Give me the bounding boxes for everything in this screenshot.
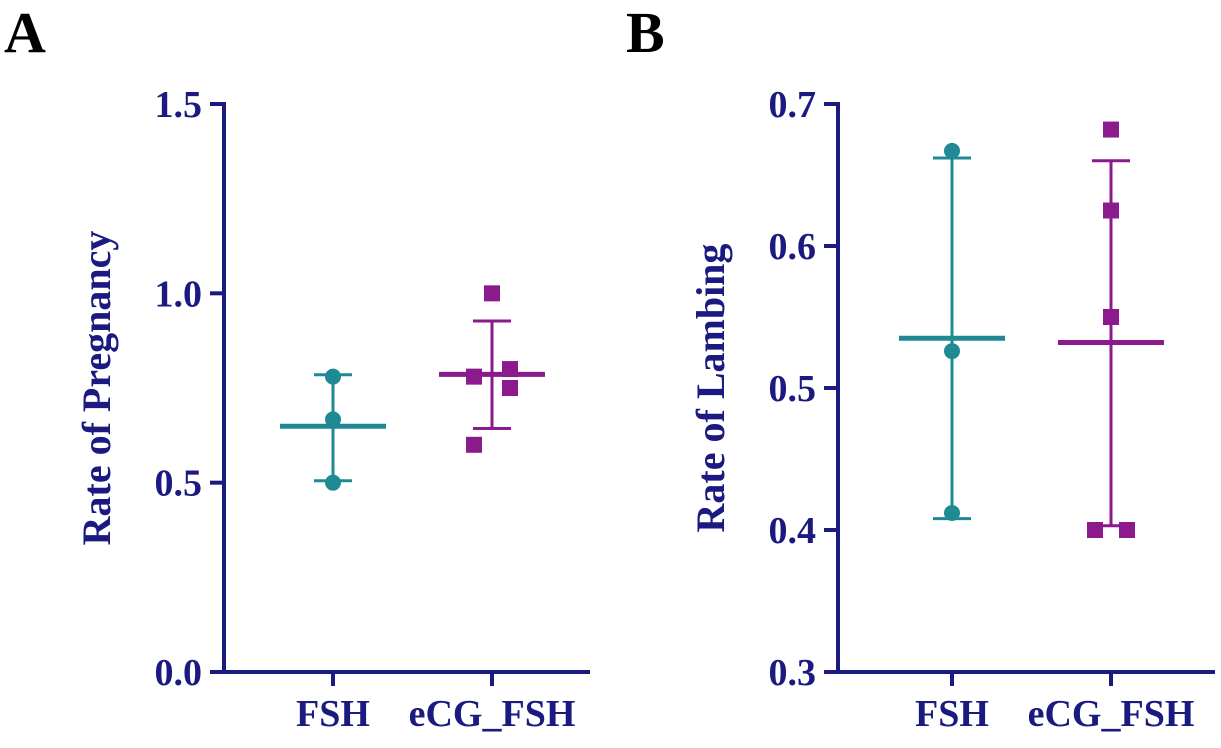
series-eCG_FSH — [439, 285, 545, 453]
y-tick-label: 1.5 — [155, 84, 203, 126]
data-point — [1087, 522, 1103, 538]
series-FSH — [899, 142, 1005, 521]
x-tick-label: FSH — [915, 693, 989, 735]
data-point — [944, 504, 960, 521]
x-tick-label: eCG_FSH — [409, 693, 576, 735]
data-point — [1103, 309, 1119, 325]
data-point — [944, 343, 960, 360]
y-tick-label: 0.4 — [769, 510, 817, 552]
data-point — [325, 411, 341, 428]
data-point — [1103, 202, 1119, 219]
y-axis-title: Rate of Pregnancy — [74, 231, 119, 546]
y-tick-label: 0.3 — [769, 652, 817, 694]
y-tick-label: 0.6 — [769, 226, 817, 268]
data-point — [502, 361, 518, 378]
y-tick-label: 0.5 — [769, 368, 817, 410]
data-point — [484, 285, 500, 302]
panel-a: A 0.0 0.5 1.0 1.5 FSH eCG_FSH Rate of Pregnancy — [4, 0, 590, 735]
y-tick-label: 0.7 — [769, 84, 817, 126]
data-point — [1119, 522, 1135, 538]
data-point — [325, 368, 341, 385]
y-tick-label: 1.0 — [155, 273, 203, 315]
data-point — [466, 368, 482, 385]
panel-letter: A — [4, 0, 46, 65]
series-FSH — [280, 368, 386, 491]
y-tick-label: 0.0 — [155, 652, 203, 694]
panel-letter: B — [626, 0, 665, 65]
x-tick-label: FSH — [296, 693, 370, 735]
data-point — [502, 380, 518, 396]
y-tick-label: 0.5 — [155, 463, 203, 505]
x-tick-label: eCG_FSH — [1028, 693, 1195, 735]
data-point — [325, 474, 341, 491]
data-point — [1103, 121, 1119, 138]
y-axis-title: Rate of Lambing — [688, 244, 733, 533]
data-point — [466, 436, 482, 453]
panel-b: B 0.3 0.4 0.5 0.6 0.7 FSH eCG_FSH Rate of Lambin… — [626, 0, 1215, 735]
series-eCG_FSH — [1058, 121, 1164, 538]
data-point — [944, 142, 960, 159]
